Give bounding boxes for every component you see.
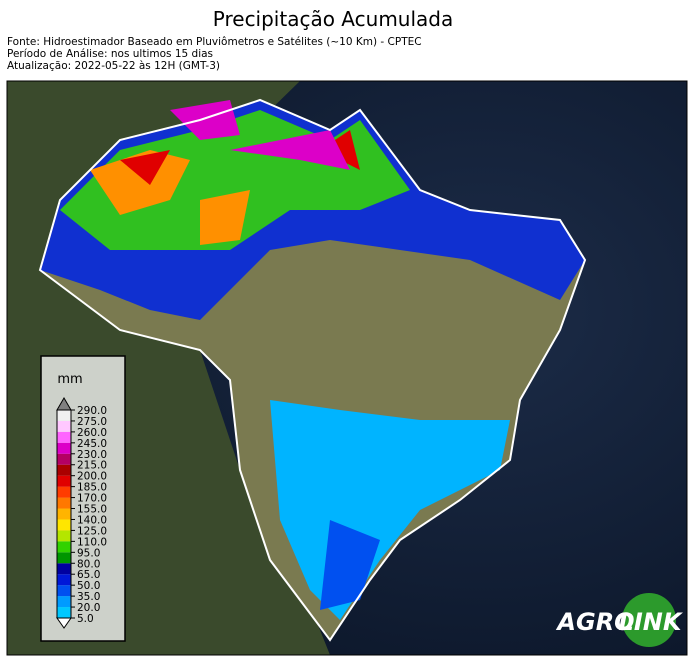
map [7,81,687,655]
colorbar-segment [57,497,71,509]
colorbar-segment [57,420,71,432]
colorbar-tick-label: 65.0 [77,569,100,581]
colorbar-segment [57,519,71,531]
colorbar-segment [57,442,71,454]
colorbar-tick-label: 170.0 [77,493,107,505]
colorbar-tick-label: 185.0 [77,482,107,494]
colorbar-tick-label: 245.0 [77,438,107,450]
colorbar-tick-label: 215.0 [77,460,107,472]
period-line: Período de Análise: nos ultimos 15 dias [7,48,213,60]
logo-left: AGRO [555,608,634,636]
colorbar-tick-label: 35.0 [77,591,100,603]
colorbar-tick-label: 200.0 [77,471,107,483]
colorbar-segment [57,431,71,443]
colorbar-segment [57,530,71,542]
colorbar-tick-label: 20.0 [77,602,100,614]
colorbar-tick-label: 125.0 [77,525,107,537]
colorbar-tick-label: 260.0 [77,427,107,439]
colorbar-tick-label: 50.0 [77,580,100,592]
colorbar-segment [57,508,71,520]
colorbar-tick-label: 95.0 [77,547,100,559]
colorbar-segment [57,585,71,597]
logo-right: LINK [619,608,684,636]
colorbar-tick-label: 80.0 [77,558,100,570]
colorbar-tick-label: 290.0 [77,405,107,417]
colorbar-label: mm [57,372,82,387]
colorbar-segment [57,607,71,618]
colorbar-tick-label: 275.0 [77,416,107,428]
logo: AGRO LINK [555,593,684,647]
colorbar-tick-label: 155.0 [77,504,107,516]
colorbar-segment [57,552,71,564]
colorbar-tick-label: 140.0 [77,514,107,526]
colorbar-segment [57,464,71,476]
colorbar-segment [57,486,71,498]
colorbar-segment [57,574,71,586]
colorbar-tick-label: 230.0 [77,449,107,461]
source-line: Fonte: Hidroestimador Baseado em Pluviôm… [7,36,422,48]
colorbar-tick-label: 110.0 [77,536,107,548]
colorbar-panel [40,355,126,642]
colorbar-frame [56,409,72,619]
colorbar-segment [57,410,71,421]
colorbar-tick-label: 5.0 [77,613,94,625]
colorbar-segment [57,453,71,465]
colorbar-segment [57,541,71,553]
colorbar-segment [57,475,71,487]
update-line: Atualização: 2022-05-22 às 12H (GMT-3) [7,60,220,72]
colorbar-segment [57,596,71,608]
colorbar-segment [57,563,71,575]
title: Precipitação Acumulada [213,7,453,31]
